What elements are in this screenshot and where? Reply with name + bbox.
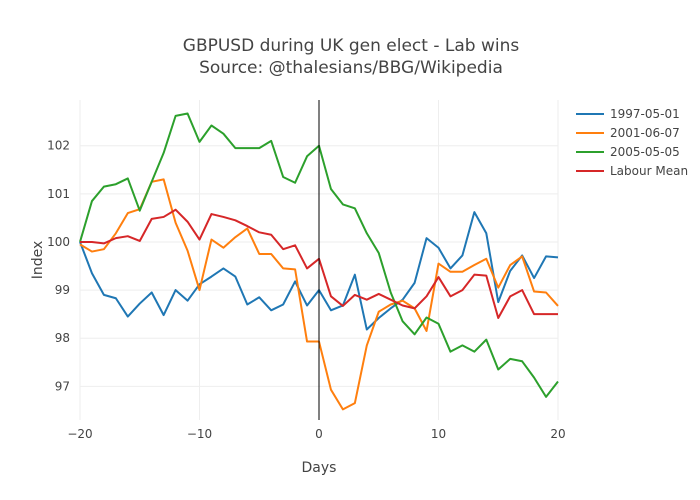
chart-subtitle: Source: @thalesians/BBG/Wikipedia [199,58,503,78]
legend-item[interactable]: 2001-06-07 [576,126,680,140]
legend-label: Labour Mean [610,164,688,178]
x-axis-title: Days [302,460,337,476]
x-tick-label: −20 [67,427,92,441]
tick-labels: 97 98 99 100 101 102 −20 −10 0 10 20 [47,139,566,441]
legend-label: 1997-05-01 [610,107,680,121]
chart-title: GBPUSD during UK gen elect - Lab wins [183,36,520,56]
y-tick-label: 97 [55,379,70,393]
legend-label: 2005-05-05 [610,145,680,159]
x-tick-label: −10 [187,427,212,441]
legend-item[interactable]: 1997-05-01 [576,107,680,121]
y-tick-label: 100 [47,235,70,249]
y-tick-label: 99 [55,283,70,297]
x-tick-label: 20 [550,427,565,441]
x-tick-label: 10 [431,427,446,441]
y-tick-label: 98 [55,331,70,345]
legend-item[interactable]: 2005-05-05 [576,145,680,159]
legend[interactable]: 1997-05-01 2001-06-07 2005-05-05 Labour Mea… [576,107,688,178]
y-axis-title: Index [30,241,46,280]
y-tick-label: 102 [47,139,70,153]
x-tick-label: 0 [315,427,323,441]
legend-item[interactable]: Labour Mean [576,164,688,178]
legend-label: 2001-06-07 [610,126,680,140]
y-tick-label: 101 [47,187,70,201]
